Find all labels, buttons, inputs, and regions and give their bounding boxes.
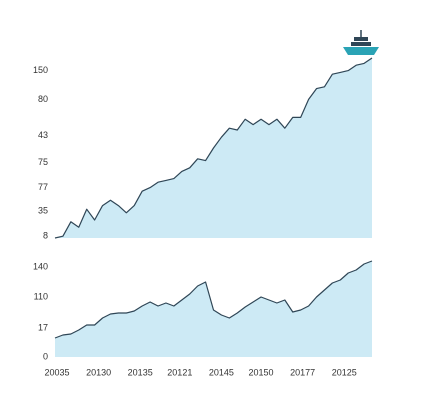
x-tick-label: 20150: [249, 367, 274, 377]
x-tick-label: 20125: [332, 367, 357, 377]
y-tick-label: 8: [43, 231, 48, 241]
y-tick-label: 35: [38, 205, 48, 215]
y-tick-label: 17: [38, 322, 48, 332]
ship-icon: [343, 30, 379, 55]
y-tick-label: 80: [38, 94, 48, 104]
x-tick-label: 20035: [44, 367, 69, 377]
y-tick-label: 140: [33, 261, 48, 271]
area-fill: [55, 261, 372, 357]
y-tick-label: 77: [38, 182, 48, 192]
x-tick-label: 20145: [209, 367, 234, 377]
y-tick-label: 150: [33, 65, 48, 75]
y-tick-label: 0: [43, 351, 48, 361]
y-tick-label: 43: [38, 130, 48, 140]
area-line: [54, 260, 373, 339]
x-tick-label: 20130: [86, 367, 111, 377]
x-tick-label: 20135: [128, 367, 153, 377]
x-tick-label: 20121: [167, 367, 192, 377]
x-tick-label: 20177: [290, 367, 315, 377]
y-tick-label: 110: [34, 291, 48, 301]
y-tick-label: 75: [38, 157, 48, 167]
area-line: [54, 57, 373, 239]
